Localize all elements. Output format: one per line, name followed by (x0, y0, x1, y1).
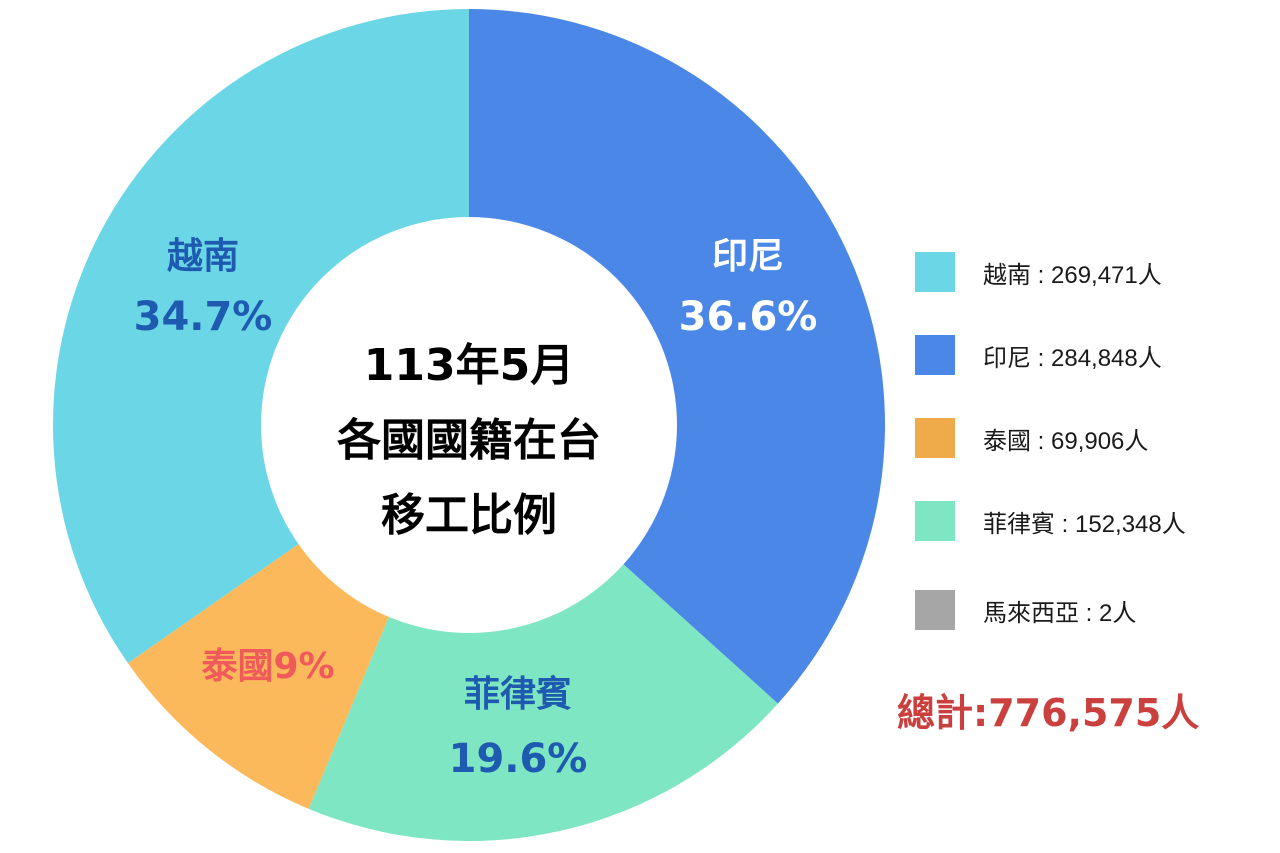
slice-indonesia (469, 9, 886, 704)
slice-label-vietnam-pct: 34.7% (134, 294, 273, 340)
legend-swatch-thailand (915, 418, 955, 458)
legend-item-vietnam: 越南 : 269,471人 (915, 252, 1162, 292)
legend-label-malaysia: 馬來西亞 : 2人 (983, 599, 1137, 627)
donut-hole (261, 217, 677, 633)
slice-label-indonesia-pct: 36.6% (679, 294, 818, 340)
legend-item-indonesia: 印尼 : 284,848人 (915, 335, 1162, 375)
donut-chart: 113年5月 各國國籍在台 移工比例 越南 34.7% 印尼 36.6% 菲律賓… (52, 8, 886, 842)
slice-label-philippines-name: 菲律賓 (464, 673, 572, 715)
slice-label-thailand: 泰國9% (201, 646, 334, 687)
legend-label-vietnam: 越南 : 269,471人 (983, 261, 1162, 289)
total-count: 總計:776,575人 (897, 691, 1200, 735)
chart-title-line-3: 移工比例 (381, 490, 557, 541)
legend-swatch-malaysia (915, 590, 955, 630)
legend-label-indonesia: 印尼 : 284,848人 (983, 344, 1162, 372)
legend-swatch-indonesia (915, 335, 955, 375)
legend: 越南 : 269,471人 印尼 : 284,848人 泰國 : 69,906人… (915, 0, 1280, 853)
chart-title-line-1: 113年5月 (364, 340, 574, 391)
legend-item-philippines: 菲律賓 : 152,348人 (915, 501, 1186, 541)
slice-label-vietnam-name: 越南 (167, 236, 239, 277)
chart-title-line-2: 各國國籍在台 (337, 415, 601, 466)
legend-item-malaysia: 馬來西亞 : 2人 (915, 590, 1136, 630)
slice-label-philippines-pct: 19.6% (449, 736, 588, 782)
legend-item-thailand: 泰國 : 69,906人 (915, 418, 1148, 458)
legend-swatch-philippines (915, 501, 955, 541)
legend-label-philippines: 菲律賓 : 152,348人 (983, 510, 1186, 538)
slice-label-indonesia-name: 印尼 (712, 236, 784, 277)
slice-vietnam (52, 9, 469, 664)
legend-swatch-vietnam (915, 252, 955, 292)
legend-label-thailand: 泰國 : 69,906人 (983, 427, 1149, 455)
